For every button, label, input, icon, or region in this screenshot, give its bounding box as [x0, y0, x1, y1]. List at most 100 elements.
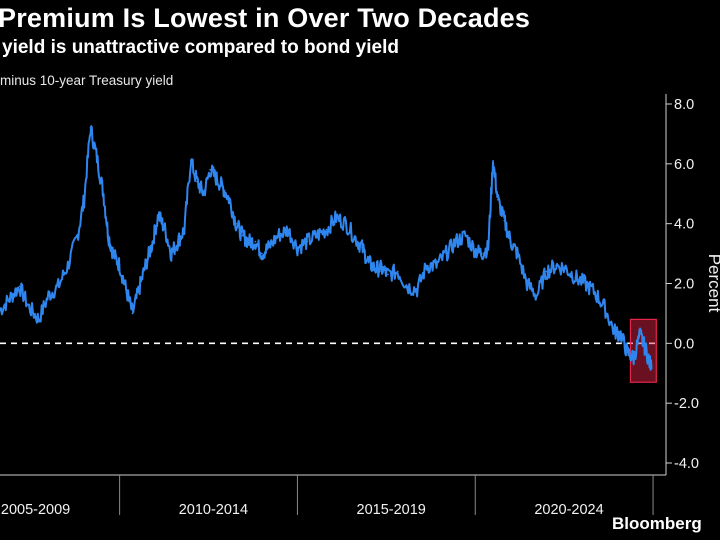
data-point	[445, 252, 448, 255]
data-point	[138, 288, 140, 291]
data-point	[170, 252, 173, 255]
data-point	[209, 168, 212, 171]
data-point	[176, 240, 179, 243]
data-point	[296, 246, 299, 249]
data-point	[396, 270, 399, 273]
data-point	[645, 351, 648, 354]
data-point	[425, 264, 428, 267]
y-tick-label: 4.0	[674, 217, 694, 233]
data-point	[574, 276, 577, 279]
data-point	[151, 243, 153, 246]
y-axis-title: Percent	[705, 254, 720, 313]
data-point	[196, 180, 199, 183]
data-point	[535, 294, 538, 297]
data-point	[76, 234, 79, 237]
data-point	[555, 264, 557, 267]
bloomberg-logo: Bloomberg	[612, 514, 702, 533]
data-point	[454, 240, 457, 243]
data-point	[28, 306, 30, 309]
data-point	[335, 216, 338, 219]
data-point	[474, 249, 477, 252]
data-point	[228, 198, 231, 201]
data-point	[183, 228, 186, 231]
highlight-box	[629, 318, 657, 383]
data-point	[37, 318, 40, 321]
data-point	[416, 288, 418, 291]
x-tick-label: 2010-2014	[179, 502, 248, 518]
data-point	[496, 198, 499, 201]
data-point	[361, 246, 363, 249]
data-point	[157, 213, 160, 216]
data-point	[584, 282, 587, 285]
data-point	[603, 306, 606, 309]
data-point	[235, 222, 237, 225]
data-point	[260, 252, 263, 255]
data-point	[112, 252, 115, 255]
data-point	[222, 186, 224, 189]
data-point	[163, 228, 166, 231]
x-tick-label: 2020-2024	[534, 502, 603, 518]
y-tick-label: 6.0	[674, 157, 694, 173]
data-point	[639, 333, 642, 336]
data-point	[8, 297, 11, 300]
data-point	[125, 288, 127, 291]
data-point	[492, 159, 494, 162]
y-tick-label: -2.0	[674, 396, 699, 412]
data-point	[464, 234, 467, 237]
data-point	[503, 219, 506, 222]
data-point	[509, 240, 512, 243]
data-point	[118, 264, 121, 267]
data-point	[626, 351, 629, 354]
axes: 8.0 6.0 4.0 2.0 0.0 -2.0 -4.0 Percent 2005-2009 2…	[0, 94, 720, 518]
data-point	[367, 261, 370, 264]
data-point	[0, 309, 1, 312]
chart-title: Premium Is Lowest in Over Two Decades	[0, 3, 531, 33]
data-point	[613, 330, 616, 333]
data-point	[564, 267, 567, 270]
data-point	[66, 264, 69, 267]
series-line	[0, 125, 653, 371]
chart-subtitle: yield is unattractive compared to bond y…	[2, 37, 399, 58]
data-point	[96, 156, 98, 159]
data-point	[650, 367, 653, 370]
data-point	[286, 228, 289, 231]
data-point	[487, 246, 490, 249]
data-point	[202, 192, 205, 195]
data-point	[107, 234, 110, 237]
data-point	[374, 267, 376, 270]
data-point	[345, 222, 347, 225]
unit-note: minus 10-year Treasury yield	[0, 73, 174, 88]
data-point	[267, 246, 270, 249]
data-point	[18, 285, 21, 288]
data-point	[545, 270, 548, 273]
data-point	[102, 192, 105, 195]
data-point	[619, 333, 622, 336]
data-point	[380, 267, 383, 270]
data-point	[254, 240, 257, 243]
data-point	[632, 357, 635, 360]
y-tick-label: -4.0	[674, 456, 699, 472]
marks	[0, 125, 658, 383]
data-point	[89, 127, 92, 129]
y-tick-label: 0.0	[674, 336, 694, 352]
data-point	[189, 159, 192, 162]
data-point	[435, 264, 438, 267]
data-point	[315, 234, 318, 237]
data-point	[144, 264, 147, 267]
data-point	[354, 237, 357, 240]
data-point	[480, 252, 483, 255]
data-point	[57, 285, 60, 288]
data-point	[593, 291, 596, 294]
data-point	[241, 234, 244, 237]
y-tick-label: 2.0	[674, 277, 694, 293]
y-tick-label: 8.0	[674, 97, 694, 113]
data-point	[516, 252, 519, 255]
x-tick-label: 2015-2019	[357, 502, 426, 518]
data-point	[387, 273, 389, 276]
data-point	[526, 282, 528, 285]
data-point	[215, 177, 218, 180]
data-point	[325, 228, 328, 231]
data-point	[406, 285, 409, 288]
x-tick-label: 2005-2009	[1, 502, 70, 518]
